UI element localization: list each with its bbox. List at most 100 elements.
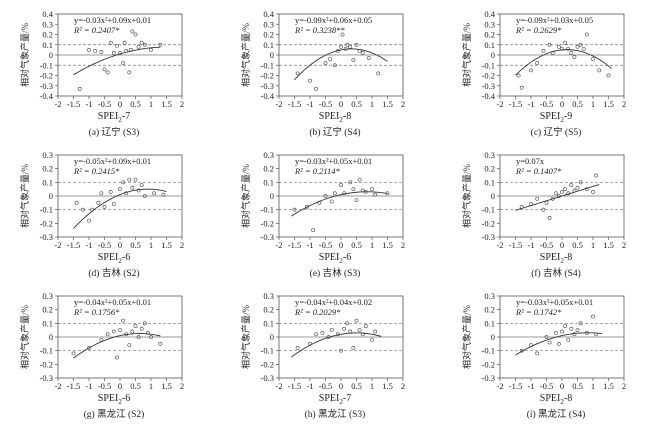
data-point [519, 348, 524, 353]
chart-panel: -2 -1.5 -1 -0.5 0 0.5 1 1.5 2 -0.3 -0.2 -0.1 0 0.1 0.2… [19, 291, 184, 420]
panel-caption: (c) 辽宁 (S5) [531, 126, 582, 138]
x-tick-label: 2 [622, 99, 626, 109]
data-point [578, 180, 583, 185]
panel-caption: (f) 吉林 (S4) [531, 267, 581, 279]
x-tick-label: 2 [622, 381, 626, 391]
x-tick-label: 2 [180, 99, 184, 109]
x-tick-label: 0.5 [572, 240, 583, 250]
data-point [529, 343, 533, 348]
x-tick-label: -0.5 [98, 240, 111, 250]
x-tick-label: 1 [370, 99, 374, 109]
data-point [118, 187, 122, 192]
data-point [584, 330, 589, 335]
y-tick-label: -0.2 [261, 71, 274, 81]
fit-equation: y=-0.04x²+0.05x+0.01 [74, 297, 151, 307]
x-tick-label: -1 [85, 240, 92, 250]
data-point [348, 329, 353, 334]
fit-curve [73, 333, 161, 359]
r-squared-label: R² = 0.2415* [73, 166, 120, 176]
data-point [111, 51, 116, 55]
x-tick-label: 1 [149, 240, 153, 250]
data-point [572, 55, 577, 59]
x-tick-label: 1 [370, 240, 374, 250]
data-point [295, 346, 300, 350]
data-point [351, 346, 356, 350]
x-tick-label: 1 [591, 99, 595, 109]
x-tick-label: 0 [339, 240, 343, 250]
data-point [71, 351, 76, 356]
data-point [136, 188, 141, 193]
r-squared-label: R² = 0.2407* [73, 25, 120, 35]
data-point [93, 49, 98, 53]
y-tick-label: -0.3 [482, 232, 495, 242]
chart-panel: -2 -1.5 -1 -0.5 0 0.5 1 1.5 2-0.4-0.3-0.2-0.100.… [19, 9, 184, 138]
data-point [111, 329, 116, 334]
x-tick-label: 1.5 [161, 99, 172, 109]
data-point [575, 328, 580, 333]
data-point [541, 49, 546, 53]
data-point [136, 335, 141, 339]
data-point [535, 351, 540, 356]
x-tick-label: -1.5 [288, 240, 301, 250]
x-tick-label: 1.5 [382, 99, 393, 109]
r-squared-label: R² = 0.2114* [294, 166, 340, 176]
x-tick-label: 0.5 [572, 99, 583, 109]
data-point [345, 321, 350, 326]
data-point [99, 337, 104, 342]
data-point [578, 321, 583, 326]
data-point [99, 50, 104, 54]
x-tick-label: 0 [339, 99, 343, 109]
y-tick-label: -0.3 [261, 373, 274, 383]
x-tick-label: 0 [118, 99, 122, 109]
data-point [80, 207, 85, 212]
data-point [591, 57, 595, 62]
y-tick-label: -0.1 [261, 346, 274, 356]
x-tick-label: 0.5 [572, 381, 583, 391]
data-point [557, 44, 561, 49]
data-point [142, 42, 147, 47]
x-axis-label: SPEI2-7 [319, 393, 351, 406]
data-point [354, 42, 359, 47]
data-point [597, 68, 602, 73]
data-point [594, 173, 599, 178]
y-tick-label: 0.3 [42, 291, 53, 301]
x-axis-label: SPEI2-9 [540, 111, 572, 124]
y-tick-label: 0.2 [263, 305, 274, 315]
x-tick-label: 1 [149, 381, 153, 391]
y-tick-label: 0.3 [484, 150, 495, 160]
x-tick-label: 2 [401, 240, 405, 250]
data-point [161, 192, 166, 197]
fit-curve [73, 46, 161, 76]
fit-equation: y=-0.03x²+0.05x+0.01 [295, 156, 372, 166]
x-axis-label: SPEI2-8 [319, 111, 351, 124]
y-axis-label: 相对气象产量/% [461, 163, 472, 228]
y-tick-label: -0.1 [40, 205, 53, 215]
data-point [308, 341, 312, 346]
x-tick-label: -2 [54, 99, 61, 109]
y-tick-label: -0.3 [40, 232, 53, 242]
y-tick-label: -0.4 [40, 91, 54, 101]
data-point [130, 185, 135, 190]
data-point [130, 29, 135, 34]
data-point [149, 47, 153, 52]
data-point [343, 46, 348, 51]
fit-equation: y=0.07x [516, 156, 545, 166]
x-tick-label: -1 [527, 99, 534, 109]
x-tick-label: 0 [118, 240, 122, 250]
data-point [105, 332, 110, 337]
data-point [340, 32, 345, 37]
data-point [342, 326, 347, 331]
data-point [105, 70, 110, 75]
x-tick-label: -1 [306, 240, 313, 250]
x-tick-label: 2 [622, 240, 626, 250]
data-point [99, 191, 104, 196]
x-tick-label: -0.5 [98, 381, 111, 391]
x-tick-label: -2 [54, 240, 61, 250]
y-tick-label: 0.3 [263, 19, 274, 29]
data-point [139, 326, 144, 331]
y-tick-label: 0.3 [263, 291, 274, 301]
fit-curve [294, 48, 388, 81]
x-tick-label: -1 [527, 381, 534, 391]
data-point [529, 68, 533, 73]
data-point [329, 199, 334, 204]
